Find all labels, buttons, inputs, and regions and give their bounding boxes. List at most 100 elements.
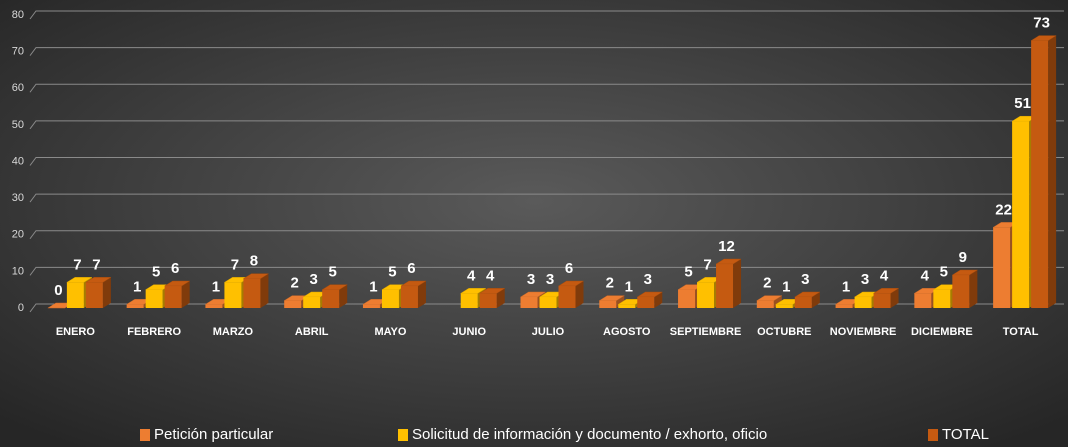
data-label: 5 [940, 264, 948, 281]
bar-side [733, 259, 742, 308]
y-tick-label: 60 [12, 82, 24, 94]
grid-line [29, 10, 1064, 20]
bar-side [181, 281, 190, 308]
y-tick-label: 10 [12, 265, 24, 277]
bar-front [558, 286, 576, 308]
data-label: 4 [880, 267, 889, 284]
bar-front [775, 304, 793, 308]
bar-front [618, 304, 636, 308]
data-label: 4 [467, 267, 476, 284]
bar-front [381, 289, 399, 308]
bar-front [243, 278, 261, 308]
data-label: 4 [486, 267, 495, 284]
bar-front [716, 264, 734, 308]
data-label: 4 [921, 267, 930, 284]
data-label: 5 [388, 264, 396, 281]
data-label: 3 [861, 271, 869, 288]
x-tick-label: MAYO [374, 326, 406, 338]
data-label: 2 [763, 275, 771, 292]
grid-line [29, 230, 1064, 240]
data-label: 8 [250, 253, 258, 270]
legend-swatch [140, 429, 150, 441]
data-label: 7 [73, 256, 81, 273]
data-label: 5 [152, 264, 160, 281]
bar-front [460, 293, 478, 308]
bar-front [539, 297, 557, 308]
bar-side [969, 270, 978, 308]
bar-front [66, 282, 84, 308]
bar [715, 258, 742, 308]
bar [872, 288, 900, 308]
legend-swatch [398, 429, 408, 441]
bar-front [678, 289, 696, 308]
bar-front [479, 293, 497, 308]
bar [636, 291, 664, 308]
x-tick-label: TOTAL [1003, 326, 1039, 338]
data-label: 2 [606, 275, 614, 292]
data-label: 3 [644, 271, 652, 288]
x-tick-label: ENERO [56, 326, 96, 338]
data-label: 0 [54, 282, 62, 299]
bar-front [873, 293, 891, 308]
bar [793, 291, 821, 308]
x-tick-label: NOVIEMBRE [830, 326, 897, 338]
bar-side [417, 281, 426, 308]
bar [755, 295, 783, 308]
bar-front [284, 300, 302, 308]
bar-front [205, 304, 223, 308]
x-tick-label: AGOSTO [603, 326, 651, 338]
grid-line [29, 193, 1064, 203]
bar-front [993, 227, 1011, 308]
data-label: 3 [310, 271, 318, 288]
bar-side [339, 284, 348, 308]
bar-front [303, 297, 321, 308]
bar-front [697, 282, 715, 308]
bar-front [322, 289, 340, 308]
bar [557, 280, 585, 308]
legend-label: TOTAL [942, 426, 989, 443]
bar [85, 277, 112, 308]
data-label: 6 [171, 260, 179, 277]
data-label: 1 [842, 278, 850, 295]
legend-label: Solicitud de información y documento / e… [412, 426, 767, 443]
bar [242, 273, 270, 308]
bar-front [145, 289, 163, 308]
bar-side [575, 281, 584, 308]
x-tick-label: JULIO [532, 326, 565, 338]
x-tick-label: OCTUBRE [757, 326, 811, 338]
data-label: 1 [369, 278, 377, 295]
bar-front [224, 282, 242, 308]
x-tick-label: JUNIO [452, 326, 486, 338]
bar-front [85, 282, 103, 308]
bar [163, 280, 191, 308]
data-label: 3 [546, 271, 554, 288]
bar [598, 295, 626, 308]
x-tick-label: DICIEMBRE [911, 326, 973, 338]
data-label: 22 [995, 201, 1012, 218]
grid-line [29, 47, 1064, 56]
bar-front [520, 297, 538, 308]
bar-front [1012, 121, 1030, 309]
bar-side [102, 277, 111, 308]
bar-front [933, 289, 951, 308]
y-tick-label: 40 [12, 155, 24, 167]
bar-side [890, 288, 899, 308]
data-label: 6 [565, 260, 573, 277]
bar-front [794, 297, 812, 308]
data-label: 51 [1014, 95, 1031, 112]
y-tick-label: 30 [12, 192, 24, 204]
y-tick-label: 20 [12, 229, 24, 241]
data-label: 5 [684, 264, 692, 281]
data-label: 3 [527, 271, 535, 288]
y-tick-label: 70 [12, 46, 24, 58]
legend-label: Petición particular [154, 426, 273, 443]
bar-front [126, 304, 144, 308]
data-label: 1 [133, 278, 141, 295]
data-label: 3 [801, 271, 809, 288]
data-label: 12 [718, 238, 735, 255]
bar-front [637, 297, 655, 308]
bar-side [1048, 35, 1057, 308]
bar-side [260, 273, 269, 308]
